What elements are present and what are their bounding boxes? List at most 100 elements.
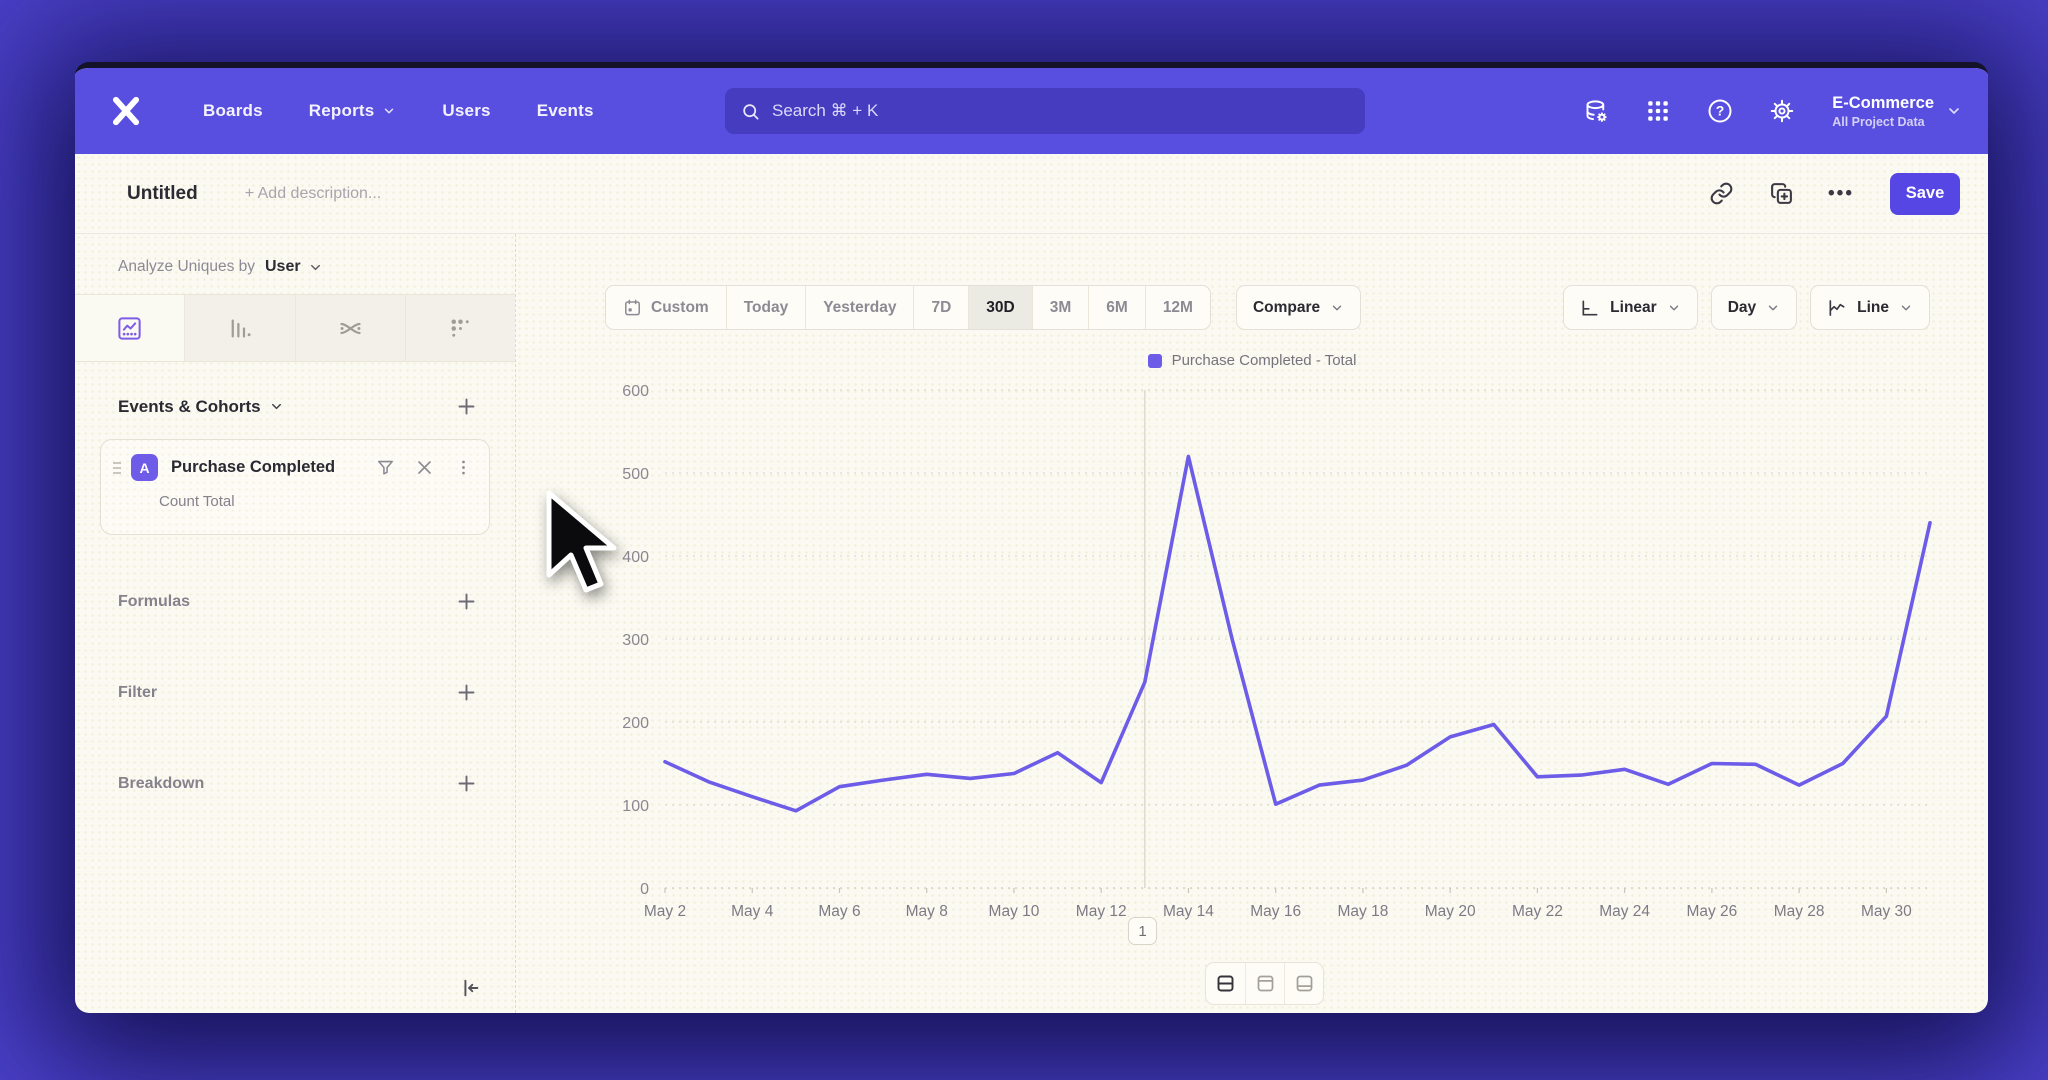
nav-item-label: Reports <box>308 101 375 120</box>
add-filter-button[interactable] <box>456 682 477 703</box>
chevron-down-icon <box>1669 305 1678 310</box>
nav-item-boards[interactable]: Boards <box>203 101 263 121</box>
nav-item-label: Events <box>536 101 594 120</box>
plus-icon <box>458 684 475 701</box>
data-management-icon[interactable] <box>1580 95 1612 127</box>
breakdown-label: Breakdown <box>118 774 205 792</box>
range-3m[interactable]: 3M <box>1031 286 1089 329</box>
analyze-value-dropdown[interactable]: User <box>265 258 301 275</box>
analyze-label: Analyze Uniques by <box>118 258 255 275</box>
tab-funnels[interactable] <box>185 295 296 361</box>
range-today[interactable]: Today <box>725 286 806 329</box>
svg-text:May 12: May 12 <box>1076 903 1127 920</box>
search-icon <box>743 103 759 119</box>
add-event-button[interactable] <box>456 396 477 417</box>
range-30d[interactable]: 30D <box>968 286 1032 329</box>
chart-controls-row: Custom Today Yesterday 7D 30D 3M 6M 12M … <box>516 285 1988 330</box>
scale-dropdown[interactable]: Linear <box>1563 285 1698 330</box>
visualization-tabs <box>75 294 515 362</box>
layout-split-horizontal-button[interactable] <box>1206 963 1245 1004</box>
more-options-icon[interactable]: ••• <box>1828 182 1854 204</box>
compare-dropdown[interactable]: Compare <box>1235 285 1362 330</box>
save-button[interactable]: Save <box>1890 172 1960 215</box>
tab-insights[interactable] <box>75 295 186 361</box>
chevron-down-icon <box>385 108 394 114</box>
add-formula-button[interactable] <box>456 591 477 612</box>
events-cohorts-label: Events & Cohorts <box>118 396 261 416</box>
annotation-marker[interactable]: 1 <box>1128 917 1157 945</box>
copy-link-icon[interactable] <box>1704 177 1738 211</box>
event-measurement[interactable]: Count Total <box>159 493 235 510</box>
svg-text:May 22: May 22 <box>1512 903 1563 920</box>
help-icon[interactable]: ? <box>1704 95 1736 127</box>
nav-right-cluster: ? E-Commerce All Project Data <box>1580 94 1962 129</box>
breakdown-section: Breakdown <box>75 773 515 794</box>
project-name: E-Commerce <box>1832 93 1934 112</box>
layout-bottom-bar-button[interactable] <box>1284 963 1323 1004</box>
svg-text:400: 400 <box>622 549 649 566</box>
layout-top-bar-button[interactable] <box>1245 963 1284 1004</box>
report-title[interactable]: Untitled <box>127 182 198 204</box>
mixpanel-logo-icon[interactable] <box>105 90 147 132</box>
nav-item-reports[interactable]: Reports <box>309 101 397 121</box>
chevron-down-icon <box>1901 305 1911 310</box>
search-input[interactable]: Search ⌘ + K <box>725 88 1365 134</box>
linear-axis-icon <box>1582 300 1598 315</box>
event-card-purchase-completed[interactable]: A Purchase Completed Count Total <box>100 439 490 535</box>
report-header: Untitled + Add description... ••• Save <box>75 154 1988 234</box>
chevron-down-icon <box>1949 108 1959 114</box>
tab-retention[interactable] <box>406 295 515 361</box>
plus-icon <box>458 398 475 415</box>
filter-funnel-icon[interactable] <box>376 458 395 477</box>
nav-item-events[interactable]: Events <box>537 101 594 121</box>
svg-text:May 26: May 26 <box>1686 903 1737 920</box>
range-yesterday[interactable]: Yesterday <box>805 286 913 329</box>
range-6m[interactable]: 6M <box>1088 286 1145 329</box>
nav-item-label: Users <box>442 101 491 120</box>
drag-handle-icon[interactable] <box>111 460 123 476</box>
filter-section: Filter <box>75 682 515 703</box>
top-navbar: Boards Reports Users Events Search ⌘ + K <box>75 68 1988 154</box>
line-chart-icon <box>118 316 141 340</box>
range-custom[interactable]: Custom <box>606 286 726 329</box>
bar-chart-icon <box>232 319 251 337</box>
remove-event-icon[interactable] <box>415 458 434 477</box>
chart-type-dropdown[interactable]: Line <box>1810 285 1930 330</box>
svg-text:100: 100 <box>622 798 649 815</box>
svg-text:May 28: May 28 <box>1774 903 1825 920</box>
tab-flows[interactable] <box>296 295 406 361</box>
legend-swatch <box>1147 353 1162 368</box>
collapse-sidebar-icon[interactable] <box>459 977 481 999</box>
calendar-icon <box>625 299 640 316</box>
svg-text:May 6: May 6 <box>818 903 860 920</box>
add-breakdown-button[interactable] <box>456 773 477 794</box>
interval-dropdown[interactable]: Day <box>1710 285 1798 330</box>
svg-text:May 4: May 4 <box>731 903 774 920</box>
chevron-down-icon <box>310 264 320 270</box>
flow-icon <box>340 322 361 334</box>
duplicate-icon[interactable] <box>1764 177 1798 211</box>
svg-text:May 30: May 30 <box>1861 903 1912 920</box>
svg-text:May 10: May 10 <box>989 903 1040 920</box>
add-description-field[interactable]: + Add description... <box>244 184 382 202</box>
svg-text:300: 300 <box>622 632 649 649</box>
event-name[interactable]: Purchase Completed <box>171 458 336 476</box>
nav-item-users[interactable]: Users <box>442 101 490 121</box>
range-12m[interactable]: 12M <box>1144 286 1210 329</box>
svg-text:200: 200 <box>622 715 649 732</box>
mouse-cursor <box>545 490 619 596</box>
search-placeholder: Search ⌘ + K <box>772 101 879 120</box>
range-7d[interactable]: 7D <box>913 286 968 329</box>
svg-text:600: 600 <box>622 383 649 400</box>
query-builder-sidebar: Analyze Uniques by User <box>75 234 516 1013</box>
formulas-label: Formulas <box>118 592 191 610</box>
kebab-menu-icon[interactable] <box>454 458 473 477</box>
apps-grid-icon[interactable] <box>1642 95 1674 127</box>
project-switcher[interactable]: E-Commerce All Project Data <box>1832 94 1962 129</box>
settings-gear-icon[interactable] <box>1766 95 1798 127</box>
chevron-down-icon[interactable] <box>269 399 284 414</box>
events-cohorts-section: Events & Cohorts <box>75 396 515 417</box>
svg-text:May 2: May 2 <box>644 903 686 920</box>
line-chart[interactable]: 0 100 200 300 400 500 600 May 2 May 4 May 6 May 8 M… <box>556 374 1946 934</box>
nav-menu: Boards Reports Users Events <box>203 101 594 121</box>
